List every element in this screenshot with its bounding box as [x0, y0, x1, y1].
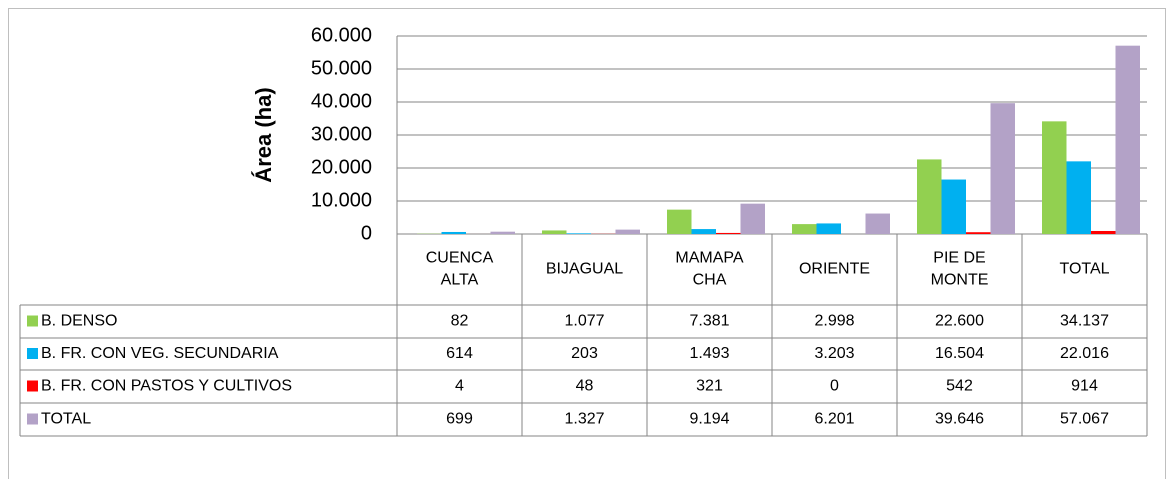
x-tick-label: PIE DE MONTE — [931, 250, 989, 289]
legend-label: B. FR. CON PASTOS Y CULTIVOS — [41, 378, 292, 395]
table-value: 34.137 — [1060, 313, 1109, 330]
bar — [740, 203, 765, 234]
x-tick-label-line: ORIENTE — [799, 261, 870, 278]
x-tick-label: ORIENTE — [799, 261, 870, 278]
bar — [816, 223, 841, 234]
x-tick-label: MAMAPA CHA — [675, 250, 743, 289]
table-value: 0 — [830, 378, 839, 395]
bar — [966, 232, 991, 234]
bar — [490, 231, 515, 234]
x-tick-label-line: ALTA — [441, 272, 479, 289]
bar — [941, 179, 966, 234]
bar — [441, 231, 466, 234]
legend-label: TOTAL — [41, 411, 91, 428]
x-tick-label: BIJAGUAL — [546, 261, 623, 278]
bar — [990, 103, 1015, 234]
table-value: 542 — [946, 378, 973, 395]
x-tick-label: CUENCA ALTA — [426, 250, 494, 289]
table-value: 9.194 — [689, 411, 729, 428]
bar — [917, 159, 942, 234]
table-value: 22.600 — [935, 313, 984, 330]
table-value: 3.203 — [814, 345, 854, 362]
x-tick-label-line: TOTAL — [1059, 261, 1109, 278]
table-value: 7.381 — [689, 313, 729, 330]
table-value: 1.493 — [689, 345, 729, 362]
table-value: 1.327 — [564, 411, 604, 428]
legend-key — [27, 315, 38, 327]
table-value: 914 — [1071, 378, 1098, 395]
x-tick-label-line: CUENCA — [426, 250, 494, 267]
table-value: 82 — [451, 313, 469, 330]
table-value: 203 — [571, 345, 598, 362]
legend-label: B. FR. CON VEG. SECUNDARIA — [41, 345, 279, 362]
y-tick-label: 40.000 — [311, 90, 372, 112]
bar — [865, 213, 890, 234]
x-tick-label: TOTAL — [1059, 261, 1109, 278]
table-value: 22.016 — [1060, 345, 1109, 362]
x-tick-label-line: CHA — [693, 272, 727, 289]
bar — [542, 230, 567, 234]
y-tick-label: 30.000 — [311, 123, 372, 145]
y-tick-label: 20.000 — [311, 156, 372, 178]
chart-border — [8, 8, 1166, 479]
x-tick-label-line: MAMAPA — [675, 250, 743, 267]
bar — [667, 209, 692, 234]
y-tick-label: 10.000 — [311, 189, 372, 211]
bar — [792, 224, 817, 234]
bar — [716, 232, 741, 234]
table-value: 39.646 — [935, 411, 984, 428]
x-tick-label-line: MONTE — [931, 272, 989, 289]
x-tick-label-line: BIJAGUAL — [546, 261, 623, 278]
table-value: 57.067 — [1060, 411, 1109, 428]
y-tick-label: 50.000 — [311, 57, 372, 79]
y-tick-label: 60.000 — [311, 24, 372, 46]
table-value: 4 — [455, 378, 464, 395]
table-value: 321 — [696, 378, 723, 395]
table-value: 16.504 — [935, 345, 984, 362]
bar — [1042, 121, 1067, 234]
legend-key — [27, 413, 38, 425]
table-value: 1.077 — [564, 313, 604, 330]
y-tick-label: 0 — [361, 222, 372, 244]
x-tick-label-line: PIE DE — [933, 250, 985, 267]
legend-label: B. DENSO — [41, 313, 117, 330]
table-value: 6.201 — [814, 411, 854, 428]
table-value: 699 — [446, 411, 473, 428]
bar — [691, 229, 716, 234]
table-value: 48 — [576, 378, 594, 395]
legend-key — [27, 348, 38, 359]
bar — [566, 233, 591, 234]
y-axis-title: Área (ha) — [251, 87, 276, 182]
bar — [1091, 230, 1116, 234]
table-value: 2.998 — [814, 313, 854, 330]
bar — [1115, 45, 1140, 235]
bar — [615, 229, 640, 234]
legend-key — [27, 380, 38, 392]
table-value: 614 — [446, 345, 473, 362]
bar — [1066, 161, 1091, 234]
